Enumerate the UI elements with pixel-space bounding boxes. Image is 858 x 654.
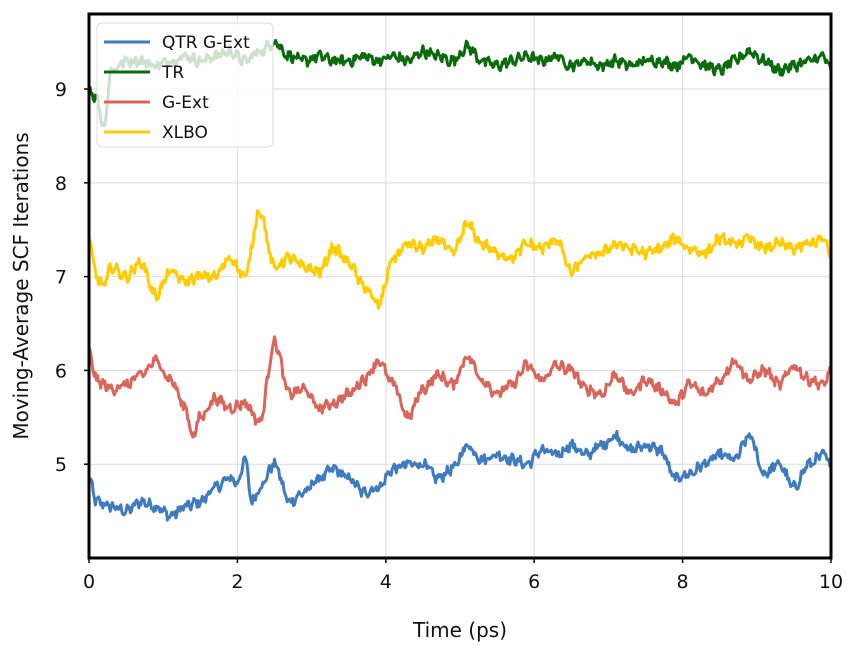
plot-frame <box>87 12 833 560</box>
x-tick-label: 4 <box>380 571 392 593</box>
x-tick-label: 10 <box>819 571 843 593</box>
legend-label: XLBO <box>162 123 208 143</box>
y-tick-label: 6 <box>55 360 67 382</box>
legend-label: G-Ext <box>162 93 209 113</box>
series-line-xlbo <box>87 209 833 310</box>
x-tick-label: 0 <box>83 571 95 593</box>
y-tick-label: 7 <box>55 267 67 289</box>
y-axis-label: Moving-Average SCF Iterations <box>9 132 33 439</box>
x-tick-label: 8 <box>677 571 689 593</box>
x-tick-label: 6 <box>528 571 540 593</box>
series-line-g-ext <box>87 335 833 439</box>
tick-layer: 0 2 4 6 8 10 5 6 7 8 9 <box>55 79 843 593</box>
legend-label: QTR G-Ext <box>162 33 250 53</box>
y-tick-label: 5 <box>55 454 67 476</box>
legend: QTR G-Ext TR G-Ext XLBO <box>96 22 274 148</box>
y-tick-label: 8 <box>55 173 67 195</box>
legend-label: TR <box>161 63 184 83</box>
series-line-qtr-g-ext <box>87 429 833 522</box>
legend-box <box>96 22 274 148</box>
y-tick-label: 9 <box>55 79 67 101</box>
x-tick-label: 2 <box>231 571 243 593</box>
x-axis-label: Time (ps) <box>412 618 507 642</box>
